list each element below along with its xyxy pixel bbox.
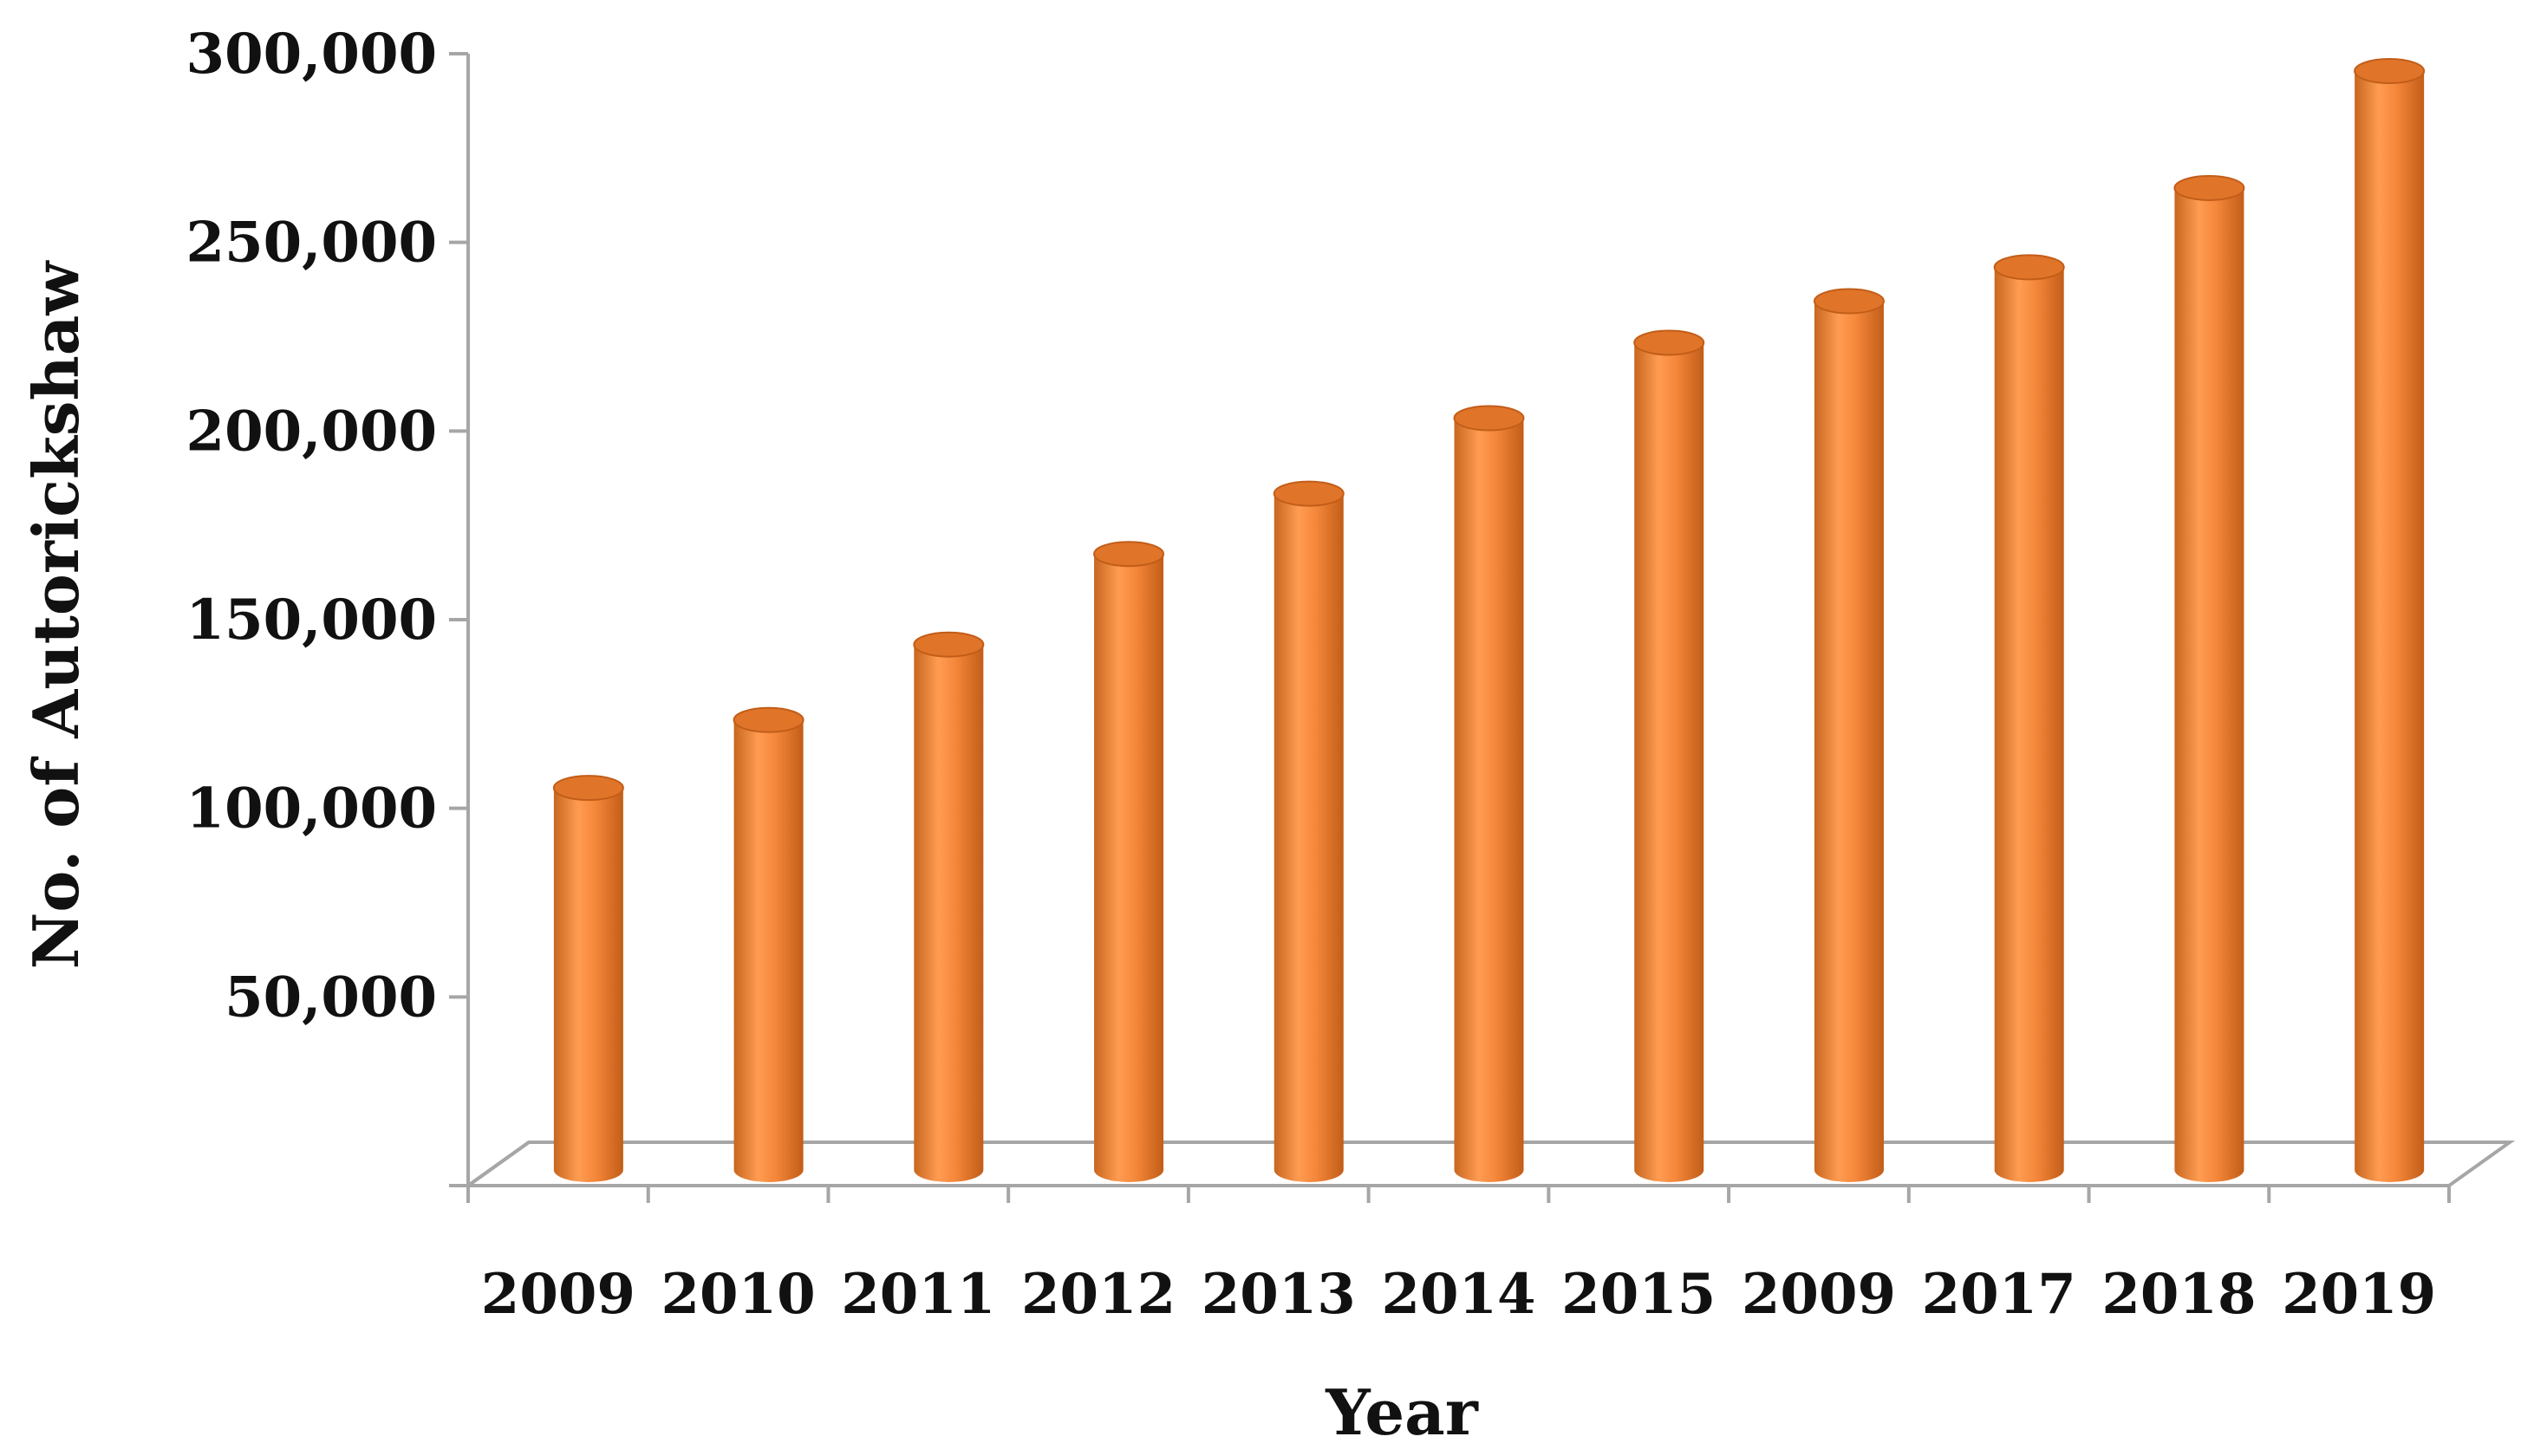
x-tick-label: 2015: [1561, 1262, 1716, 1327]
bar: [1455, 406, 1524, 1182]
x-tick-label: 2012: [1021, 1262, 1176, 1327]
x-tick-label: 2014: [1381, 1262, 1535, 1327]
bar-body: [1814, 302, 1884, 1182]
x-axis-title: Year: [1325, 1375, 1479, 1449]
bar-top: [1995, 255, 2064, 279]
labels: 2009 2010 2011 2012 2013 2014 2015 2009 2017 2018…: [481, 1262, 2436, 1327]
bar: [2174, 176, 2244, 1182]
y-tick-label: 100,000: [186, 777, 437, 842]
bar: [734, 708, 804, 1182]
y-tick-label: 300,000: [186, 22, 437, 87]
bar-top: [2355, 59, 2424, 83]
y-tick-label: 50,000: [225, 965, 437, 1030]
bar: [2355, 59, 2424, 1182]
bar-top: [2174, 176, 2244, 200]
bar-top: [1094, 542, 1163, 566]
bar: [1995, 255, 2064, 1182]
x-tick-label: 2017: [1922, 1262, 2076, 1327]
bar-top: [1274, 482, 1344, 506]
bar: [1634, 330, 1703, 1182]
x-ticks: [468, 1186, 2449, 1203]
bar: [1274, 482, 1344, 1182]
bar-body: [734, 720, 804, 1182]
x-tick-label: 2013: [1202, 1262, 1356, 1327]
x-tick-label: 2010: [661, 1262, 816, 1327]
bar-top: [914, 633, 983, 657]
bar-body: [1094, 554, 1163, 1182]
y-axis-title: No. of Autorickshaw: [19, 260, 93, 970]
bar-top: [1455, 406, 1524, 431]
bar-top: [734, 708, 804, 732]
bar-body: [554, 788, 623, 1182]
x-tick-label: 2009: [1742, 1262, 1896, 1327]
bar: [1814, 289, 1884, 1182]
bar: [914, 633, 983, 1182]
bar-body: [2355, 71, 2424, 1182]
floor-back-edge: [468, 1142, 529, 1186]
x-tick-label: 2019: [2282, 1262, 2436, 1327]
bar-top: [554, 776, 623, 800]
bar: [554, 776, 623, 1182]
y-tick-label: 150,000: [186, 588, 437, 653]
bar-body: [1995, 267, 2064, 1182]
y-ticks: 50,000 100,000 150,000 200,000 250,000 300,00…: [186, 22, 468, 1186]
bar-body: [1634, 342, 1703, 1182]
bar-top: [1814, 289, 1884, 314]
bar-body: [2174, 188, 2244, 1182]
x-tick-label: 2011: [841, 1262, 995, 1327]
y-tick-label: 200,000: [186, 399, 437, 464]
bars: [554, 59, 2424, 1182]
x-tick-label: 2018: [2101, 1262, 2256, 1327]
bar-top: [1634, 330, 1703, 354]
x-tick-label: 2009: [481, 1262, 635, 1327]
bar: [1094, 542, 1163, 1182]
y-tick-label: 250,000: [186, 211, 437, 276]
bar-body: [1274, 494, 1344, 1182]
bar-body: [1455, 419, 1524, 1182]
bar-body: [914, 645, 983, 1182]
